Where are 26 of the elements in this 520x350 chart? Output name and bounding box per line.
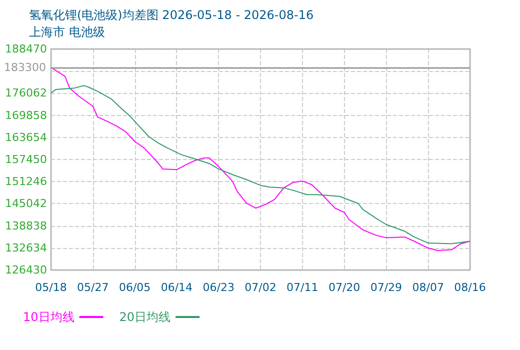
y-tick-label: 151246	[5, 175, 47, 188]
y-tick-label: 132634	[5, 241, 47, 254]
legend-label: 10日均线	[22, 310, 74, 324]
chart-title: 氢氧化锂(电池级)均差图 2026-05-18 - 2026-08-16	[29, 8, 314, 22]
x-tick-label: 07/02	[244, 281, 276, 294]
x-tick-label: 07/20	[328, 281, 360, 294]
chart-subtitle: 上海市 电池级	[29, 25, 105, 39]
y-tick-label: 145042	[5, 197, 47, 210]
x-tick-label: 07/29	[370, 281, 402, 294]
y-tick-label: 163654	[5, 130, 47, 144]
y-tick-label: 138838	[5, 219, 47, 232]
x-tick-label: 06/23	[202, 281, 234, 294]
y-tick-label: 176062	[5, 86, 47, 100]
y-tick-label: 157450	[5, 153, 47, 166]
y-tick-label: 126430	[5, 264, 47, 276]
y-tick-label: 169858	[5, 108, 47, 122]
x-tick-label: 08/07	[412, 281, 444, 294]
x-tick-label: 05/18	[35, 281, 67, 294]
y-tick-label: 188470	[5, 42, 47, 56]
x-tick-label: 06/14	[160, 281, 193, 294]
x-tick-label: 08/16	[454, 281, 486, 294]
x-tick-label: 05/27	[77, 281, 109, 294]
legend-label: 20日均线	[119, 310, 171, 324]
x-tick-label: 07/11	[286, 281, 318, 294]
ref-line-label: 183300	[4, 60, 46, 74]
x-tick-label: 06/05	[118, 281, 151, 294]
